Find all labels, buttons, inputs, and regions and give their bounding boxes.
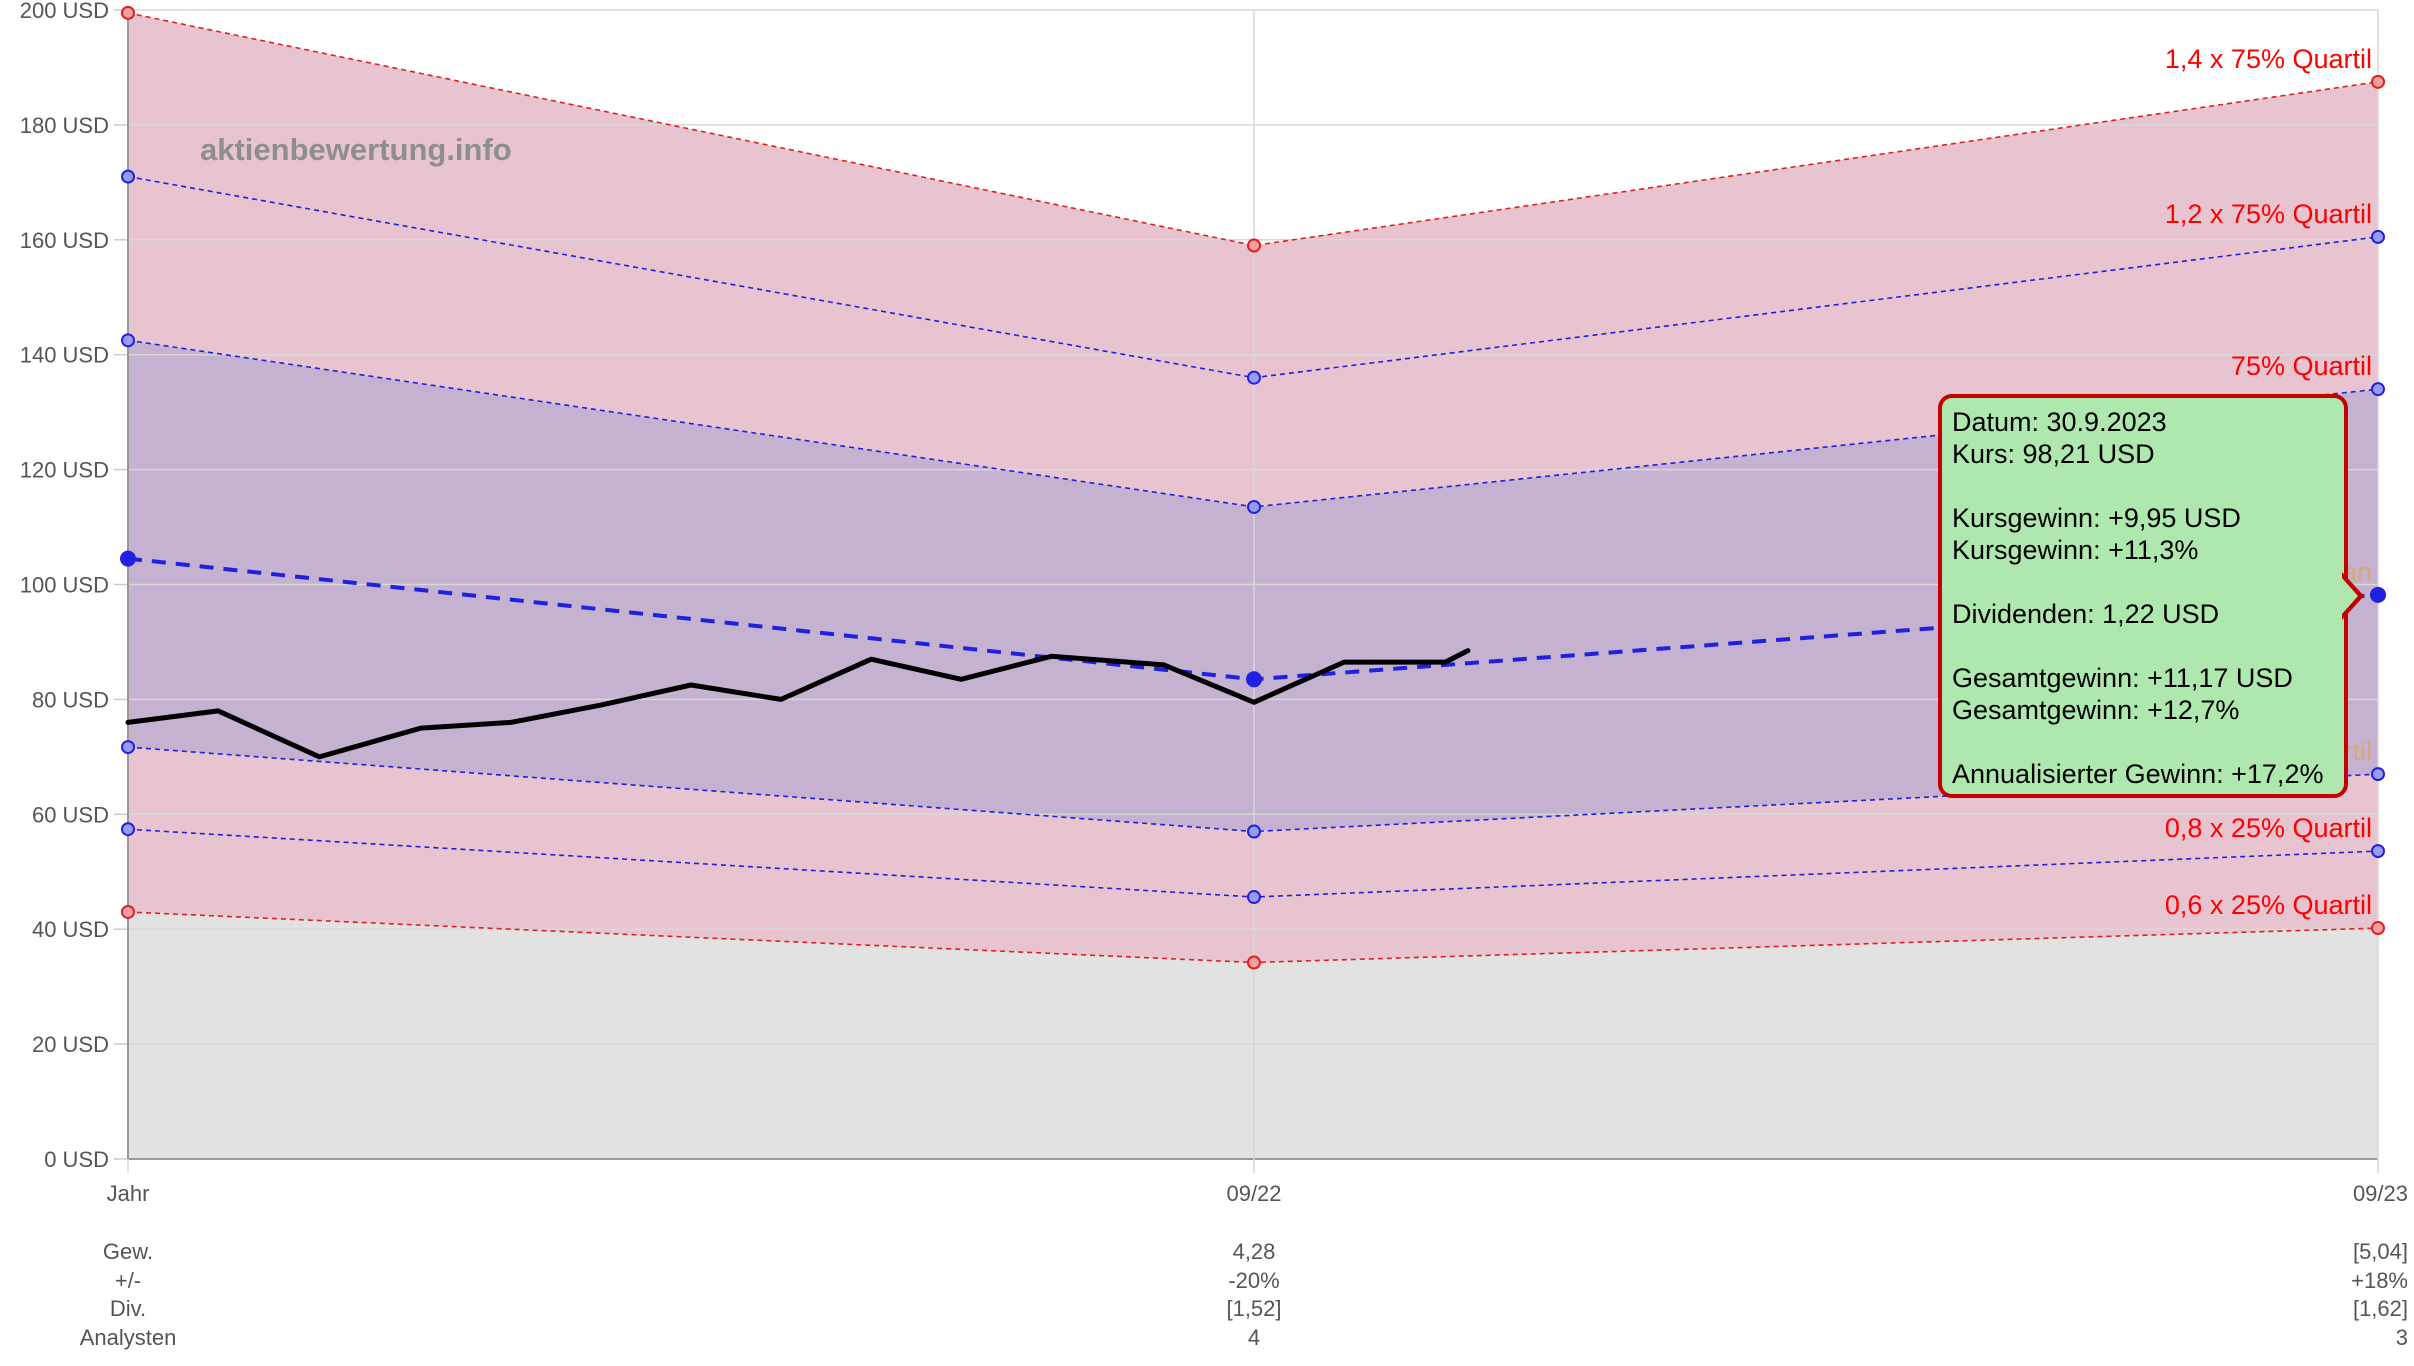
lower-undervalued-band <box>128 747 2378 963</box>
x-tick-label: 09/23 <box>2353 1181 2408 1206</box>
series-points <box>120 5 2386 970</box>
table-cell: 3 <box>2396 1325 2408 1350</box>
series-label: 1,2 x 75% Quartil <box>2165 199 2372 229</box>
y-tick-label: 0 USD <box>44 1147 109 1172</box>
watermark: aktienbewertung.info <box>200 132 512 167</box>
y-tick-label: 200 USD <box>20 0 109 23</box>
data-point <box>1247 955 1261 970</box>
y-tick-label: 20 USD <box>32 1032 109 1057</box>
tooltip-date: Datum: 30.9.2023 <box>1952 407 2167 437</box>
y-tick-label: 80 USD <box>32 687 109 712</box>
table-cell: +18% <box>2351 1268 2408 1293</box>
tooltip-gain-abs: Kursgewinn: +9,95 USD <box>1952 503 2241 533</box>
data-point <box>2371 844 2385 859</box>
series-label: 0,8 x 25% Quartil <box>2165 813 2372 843</box>
price-line-group <box>125 648 1471 760</box>
tooltip-annualized: Annualisierter Gewinn: +17,2% <box>1952 759 2324 789</box>
y-tick-label: 60 USD <box>32 802 109 827</box>
data-point <box>2371 229 2385 244</box>
tooltip-gain-pct: Kursgewinn: +11,3% <box>1952 535 2199 565</box>
table-cell: [1,62] <box>2353 1296 2408 1321</box>
table-cell: 4 <box>1248 1325 1260 1350</box>
data-point <box>2371 767 2385 782</box>
y-tick-label: 100 USD <box>20 573 109 598</box>
data-point <box>1247 824 1261 839</box>
table-row-label: Analysten <box>80 1325 177 1350</box>
data-point <box>2370 586 2386 603</box>
series-label: 0,6 x 25% Quartil <box>2165 890 2372 920</box>
y-tick-label: 180 USD <box>20 113 109 138</box>
data-point <box>121 5 135 20</box>
data-point <box>121 822 135 837</box>
table-cell: -20% <box>1228 1268 1279 1293</box>
table-cell: [5,04] <box>2353 1239 2408 1264</box>
upper-overvalued-band <box>128 12 2378 507</box>
tooltip-price: Kurs: 98,21 USD <box>1952 439 2155 469</box>
data-point <box>1247 890 1261 905</box>
y-tick-label: 140 USD <box>20 343 109 368</box>
table-row-label: +/- <box>115 1268 141 1293</box>
table-row-label: Div. <box>110 1296 146 1321</box>
x-tick-label: Jahr <box>107 1181 150 1206</box>
data-point <box>2371 74 2385 89</box>
table-cell: 4,28 <box>1233 1239 1276 1264</box>
data-point <box>2371 382 2385 397</box>
data-point <box>1246 671 1262 688</box>
data-point <box>1247 238 1261 253</box>
table-cell: [1,52] <box>1226 1296 1281 1321</box>
tooltip-total-abs: Gesamtgewinn: +11,17 USD <box>1952 663 2293 693</box>
data-point <box>121 169 135 184</box>
data-point <box>121 333 135 348</box>
axis-labels: 0 USD 20 USD 40 USD 60 USD 80 USD 100 USD 120 … <box>20 0 2408 1206</box>
y-tick-label: 160 USD <box>20 228 109 253</box>
data-point <box>121 904 135 919</box>
series-label: 75% Quartil <box>2231 351 2372 381</box>
data-point <box>1247 370 1261 385</box>
hover-tooltip: Datum: 30.9.2023 Kurs: 98,21 USD Kursgew… <box>1938 394 2348 798</box>
valuation-bands <box>128 12 2378 1159</box>
data-point <box>120 550 136 567</box>
data-point <box>2371 921 2385 936</box>
fair-value-band <box>128 340 2378 832</box>
x-tick-label: 09/22 <box>1226 1181 1281 1206</box>
price-line <box>125 648 1471 760</box>
data-point <box>121 740 135 755</box>
series-label: 1,4 x 75% Quartil <box>2165 44 2372 74</box>
tooltip-pointer-fill <box>2342 578 2358 614</box>
tooltip-total-pct: Gesamtgewinn: +12,7% <box>1952 695 2240 725</box>
data-table: Gew. +/- Div. Analysten 4,28 -20% [1,52] 4 [5,04… <box>80 1239 2408 1350</box>
data-point <box>1247 499 1261 514</box>
tooltip-dividends: Dividenden: 1,22 USD <box>1952 599 2220 629</box>
y-tick-label: 40 USD <box>32 917 109 942</box>
bottom-band <box>128 912 2378 1159</box>
y-tick-label: 120 USD <box>20 458 109 483</box>
table-row-label: Gew. <box>103 1239 153 1264</box>
